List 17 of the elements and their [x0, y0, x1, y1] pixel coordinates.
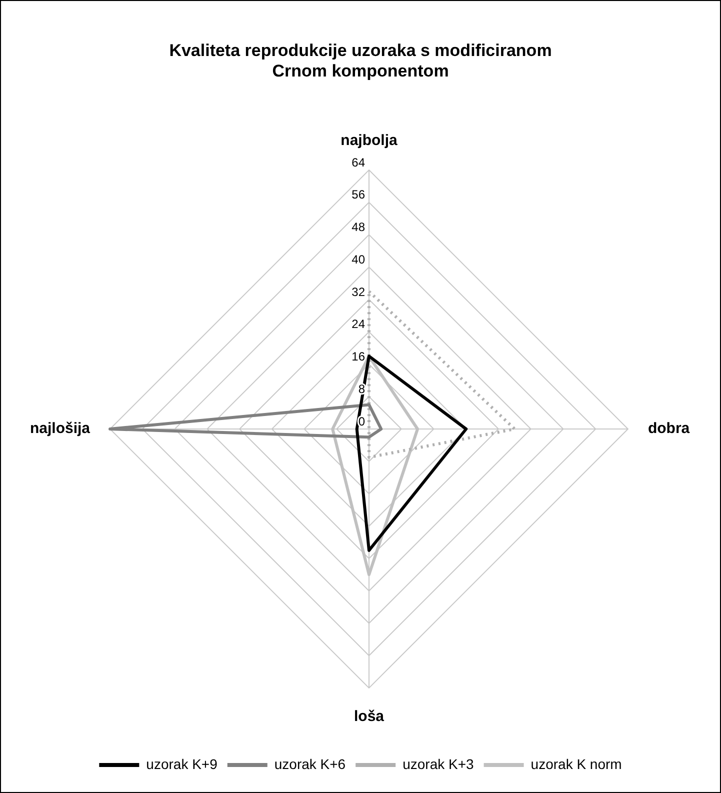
legend-label: uzorak K+6	[274, 756, 346, 772]
spoke-label: loša	[354, 708, 385, 726]
y-tick-label: 24	[352, 317, 366, 332]
y-tick-label: 48	[352, 220, 366, 234]
legend-label: uzorak K+3	[402, 756, 474, 772]
legend-label: uzorak K+9	[146, 756, 218, 772]
y-tick-label: 40	[352, 252, 366, 266]
spoke-label: najlošija	[30, 420, 91, 438]
legend-label: uzorak K norm	[530, 756, 622, 772]
spoke-label: najbolja	[340, 132, 398, 150]
y-tick-label: 32	[352, 284, 366, 299]
text: Kvaliteta reprodukcije uzoraka s modificiranom	[169, 40, 552, 60]
y-tick-label: 16	[352, 350, 366, 364]
y-tick-label: 56	[352, 188, 366, 202]
y-tick-label: 64	[352, 155, 366, 170]
text: Crnom komponentom	[272, 61, 449, 80]
spoke-label: dobra	[648, 420, 690, 438]
